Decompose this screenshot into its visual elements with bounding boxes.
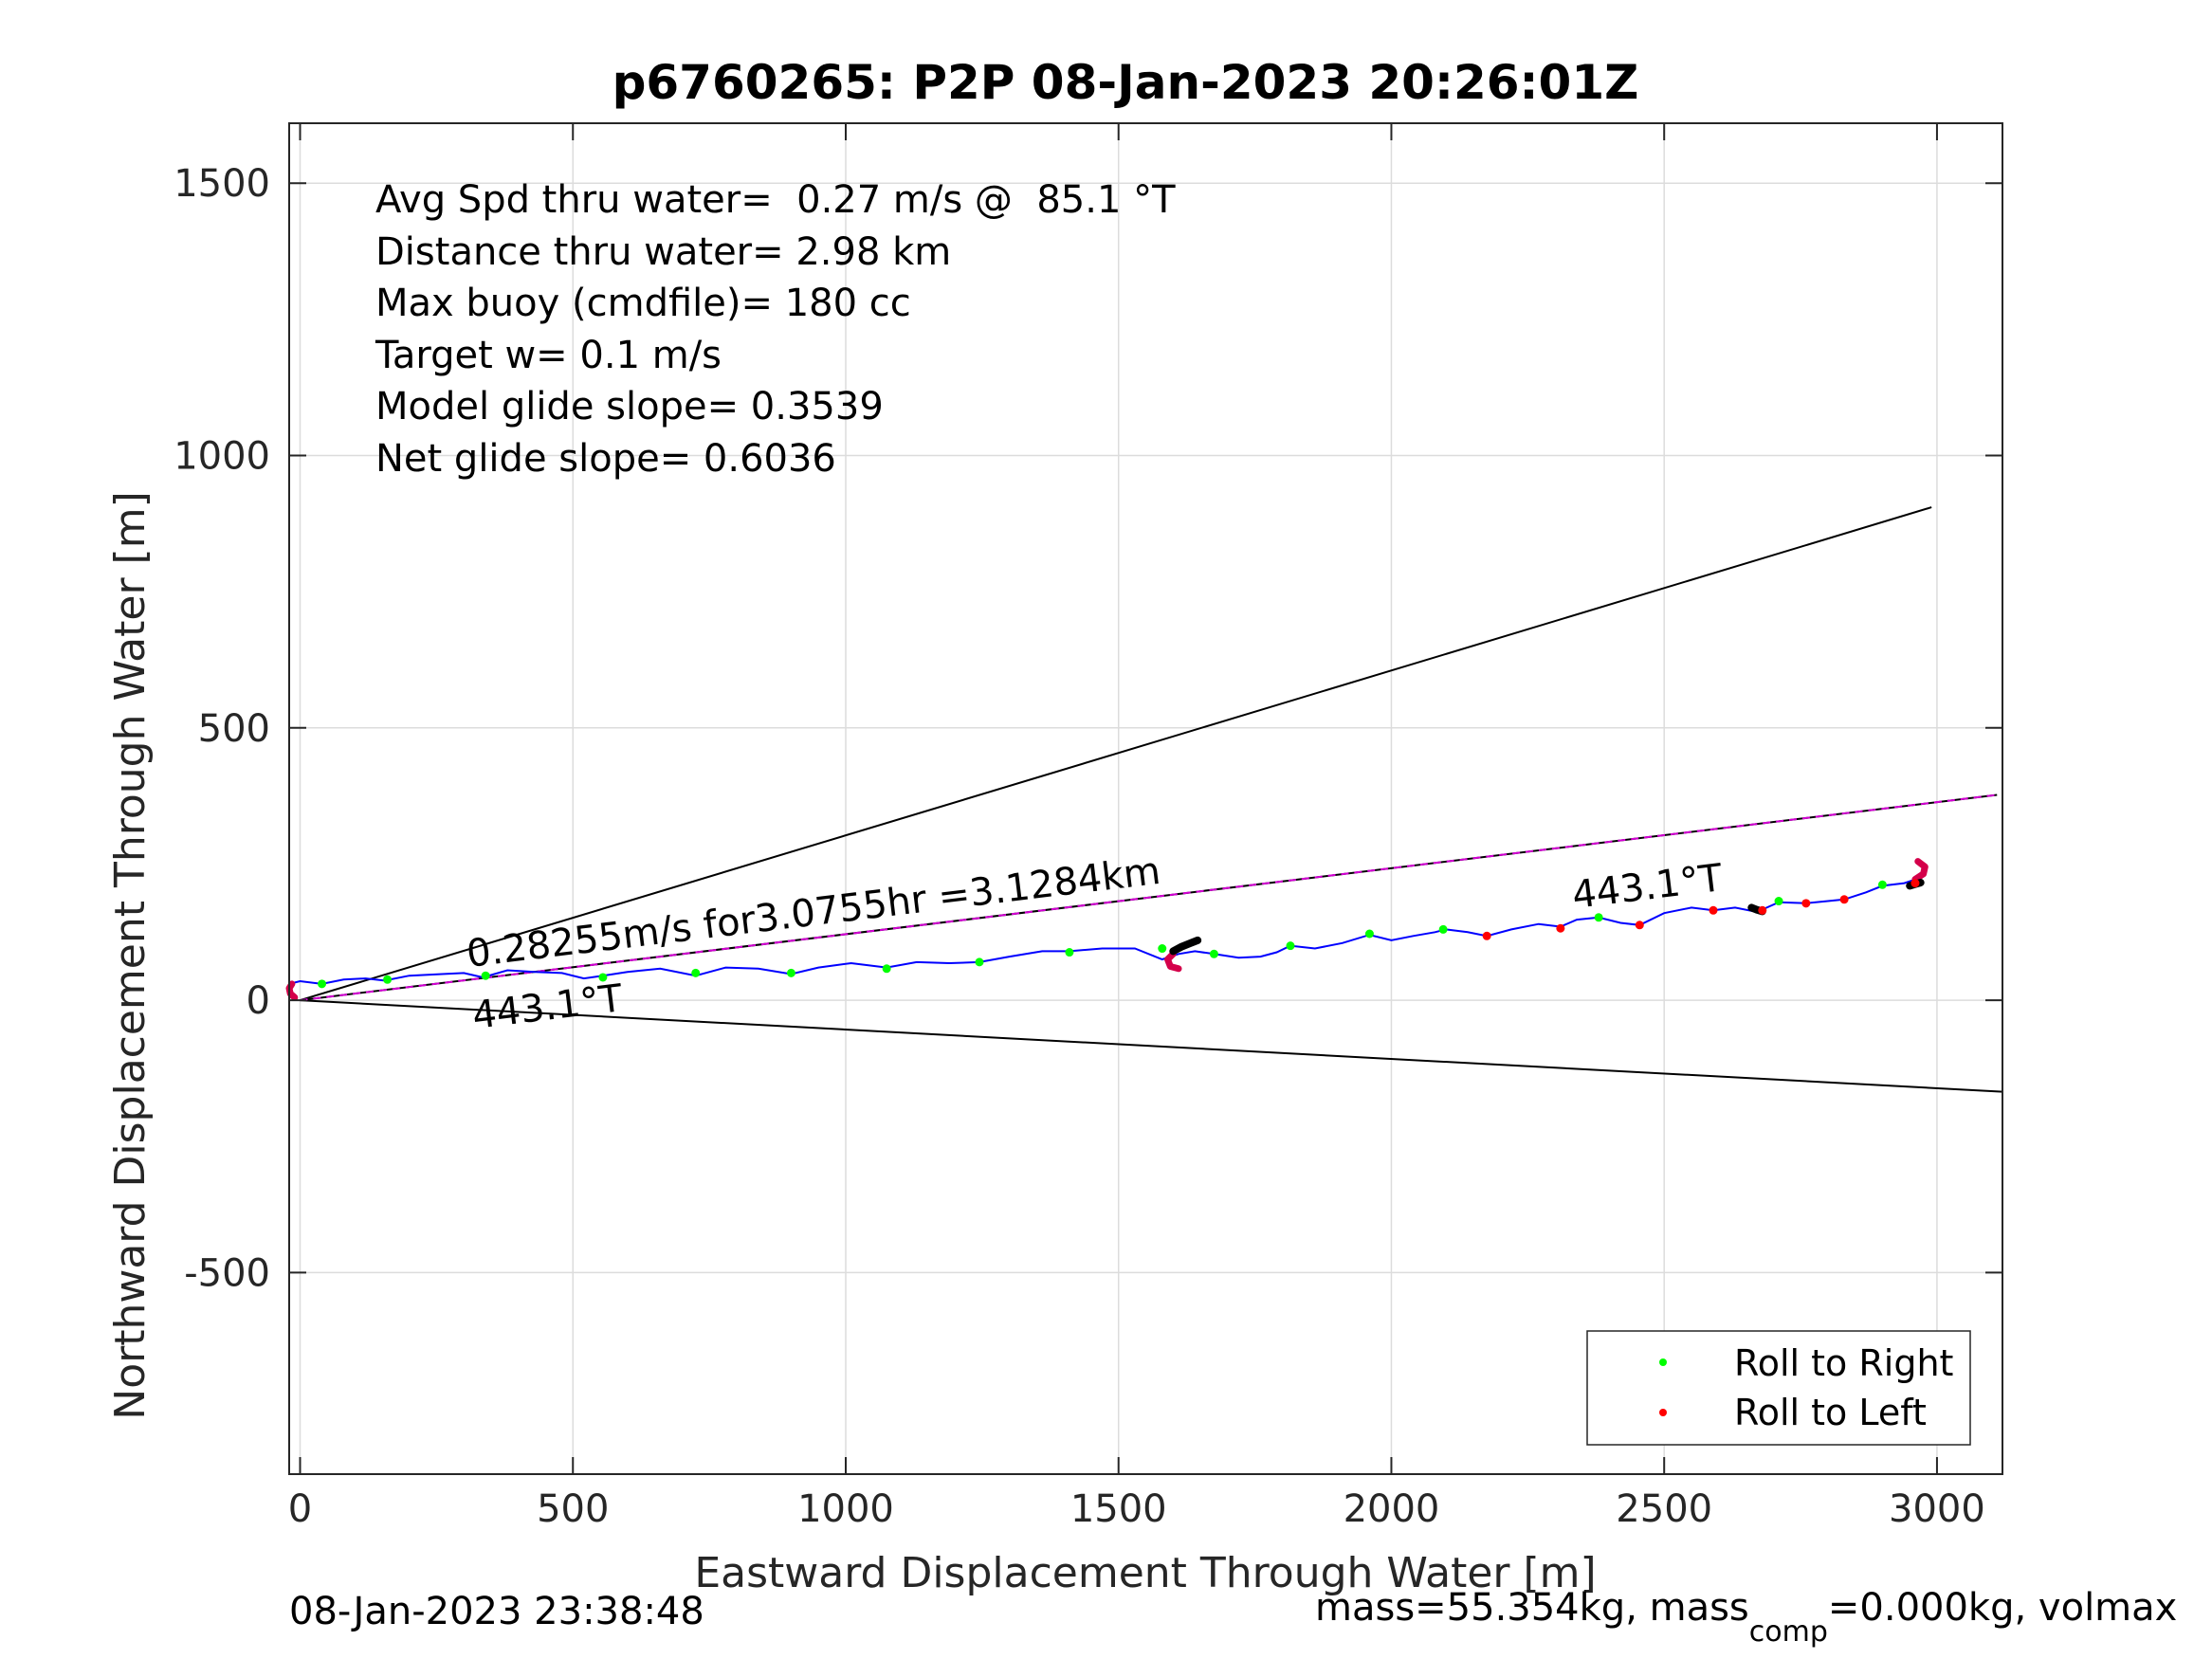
roll-right-point <box>598 973 608 982</box>
grid <box>289 123 2002 1474</box>
info-line: Model glide slope= 0.3539 <box>375 385 884 428</box>
x-tick-label: 500 <box>537 1487 609 1531</box>
roll-left-point <box>1758 905 1767 915</box>
roll-right-point <box>1594 913 1603 922</box>
red-arc <box>1164 950 1182 973</box>
reference-lines <box>300 506 2003 1093</box>
y-axis-label: Northward Displacement Through Water [m] <box>106 491 155 1419</box>
markers <box>318 879 1920 989</box>
track-line <box>288 876 1922 985</box>
info-line: Max buoy (cmdfile)= 180 cc <box>375 282 911 325</box>
roll-right-point <box>1209 949 1218 958</box>
y-tick-label: 500 <box>198 707 270 751</box>
black-segment <box>1169 936 1202 956</box>
y-tick-label: -500 <box>184 1251 270 1295</box>
x-axis-label: Eastward Displacement Through Water [m] <box>694 1549 1596 1597</box>
roll-right-point <box>383 975 393 984</box>
footer-timestamp: 08-Jan-2023 23:38:48 <box>289 1590 704 1633</box>
roll-right-point <box>1364 929 1374 939</box>
y-tick-label: 1500 <box>174 162 270 206</box>
footer-mass-sub: comp <box>1749 1615 1828 1649</box>
plot-frame <box>288 122 2003 1475</box>
upper-bound <box>300 506 1932 1002</box>
x-tick-label: 2500 <box>1616 1487 1712 1531</box>
roll-left-point <box>1482 931 1491 940</box>
x-tick-label: 0 <box>288 1487 312 1531</box>
y-tick-labels: -500 0 500 1000 1500 <box>174 162 270 1295</box>
roll-right-point <box>1065 948 1074 957</box>
red-arc <box>1911 858 1929 883</box>
footer-mass-prefix: mass=55.354kg, mass <box>1315 1586 1749 1630</box>
plot-area <box>289 123 2002 1474</box>
lower-bound <box>300 999 2003 1093</box>
x-tick-label: 1500 <box>1070 1487 1167 1531</box>
y-tick-label: 0 <box>247 979 270 1023</box>
y-tick-label: 1000 <box>174 435 270 479</box>
footer-mass: mass=55.354kg, masscomp=0.000kg, volmax <box>1315 1586 2177 1649</box>
ticks <box>289 123 2002 1474</box>
info-line: Distance thru water= 2.98 km <box>375 230 951 274</box>
roll-left-point <box>1709 905 1718 915</box>
info-box: Avg Spd thru water= 0.27 m/s @ 85.1 °T D… <box>375 178 1176 481</box>
info-line: Target w= 0.1 m/s <box>375 334 722 377</box>
roll-right-point <box>1286 941 1295 951</box>
x-tick-label: 2000 <box>1344 1487 1440 1531</box>
legend-roll-left-label: Roll to Left <box>1734 1392 1927 1433</box>
legend-roll-right-marker <box>1659 1358 1667 1366</box>
legend: Roll to Right Roll to Left <box>1586 1330 1971 1446</box>
legend-roll-right-label: Roll to Right <box>1734 1342 1953 1384</box>
roll-left-point <box>1801 899 1811 908</box>
x-tick-label: 1000 <box>797 1487 894 1531</box>
roll-right-point <box>1158 944 1167 954</box>
roll-right-point <box>786 968 795 977</box>
roll-right-point <box>975 957 984 967</box>
roll-right-point <box>1438 924 1448 934</box>
x-tick-labels: 0 500 1000 1500 2000 2500 3000 <box>288 1487 1985 1531</box>
roll-right-point <box>481 971 490 980</box>
roll-left-point <box>1910 879 1920 888</box>
legend-roll-left-marker <box>1659 1409 1667 1416</box>
roll-right-point <box>318 979 327 989</box>
chart-title: p6760265: P2P 08-Jan-2023 20:26:01Z <box>612 55 1639 110</box>
roll-right-point <box>882 964 891 974</box>
footer-mass-suffix: =0.000kg, volmax <box>1828 1586 2177 1630</box>
info-line: Avg Spd thru water= 0.27 m/s @ 85.1 °T <box>375 178 1176 222</box>
roll-left-point <box>1839 895 1849 904</box>
roll-right-point <box>691 968 701 977</box>
legend-box <box>1586 1330 1971 1446</box>
roll-left-point <box>1635 921 1644 930</box>
roll-left-point <box>1556 923 1565 933</box>
info-line: Net glide slope= 0.6036 <box>375 437 836 481</box>
course-line-dashed <box>300 793 1998 1002</box>
x-tick-label: 3000 <box>1889 1487 1985 1531</box>
roll-right-point <box>1774 897 1783 906</box>
roll-right-point <box>1877 880 1887 889</box>
track <box>285 858 1929 1001</box>
